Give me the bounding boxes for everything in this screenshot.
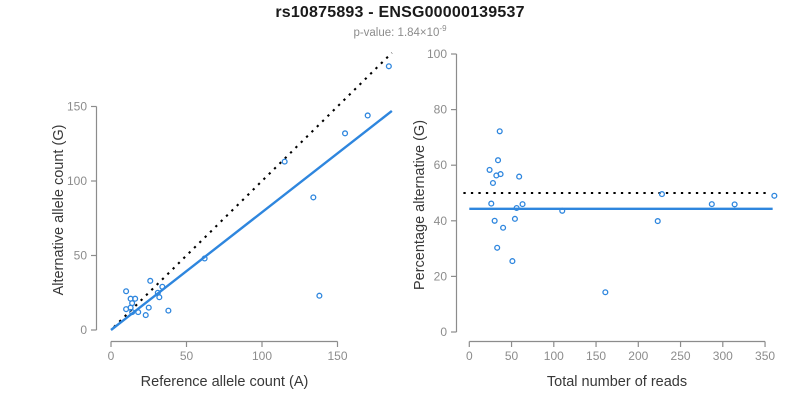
right-data-point — [493, 172, 500, 179]
left-data-point — [385, 63, 392, 70]
right-y-tick-label: 40 — [434, 214, 448, 228]
right-data-point — [519, 201, 526, 208]
right-data-point — [486, 166, 493, 173]
left-data-point — [281, 158, 288, 165]
left-data-point — [135, 309, 142, 316]
right-data-point — [511, 215, 518, 222]
right-data-point — [494, 157, 502, 164]
left-data-point — [132, 295, 139, 302]
right-data-point — [708, 201, 715, 208]
right-x-tick-label: 50 — [505, 349, 519, 363]
right-y-tick-label: 80 — [434, 103, 448, 117]
left-y-axis-title: Alternative allele count (G) — [51, 124, 67, 296]
plot-subtitle: p-value: 1.84×10-9 — [0, 24, 800, 39]
right-data-point — [491, 217, 498, 224]
right-data-point — [488, 200, 495, 207]
right-data-point — [513, 204, 520, 212]
left-x-axis-title: Reference allele count (A) — [140, 374, 309, 390]
left-data-point — [341, 130, 349, 137]
left-x-tick-label: 0 — [108, 349, 115, 363]
right-data-point — [771, 192, 778, 199]
left-data-point — [310, 194, 317, 201]
plot-title: rs10875893 - ENSG00000139537 — [275, 4, 525, 21]
right-y-tick-label: 100 — [427, 47, 447, 61]
right-data-point — [654, 218, 661, 225]
right-data-point — [496, 128, 503, 135]
right-data-point — [516, 173, 523, 180]
right-x-tick-label: 350 — [755, 349, 775, 363]
right-y-tick-label: 60 — [434, 158, 448, 172]
right-data-point — [658, 191, 666, 198]
left-x-tick-label: 100 — [252, 349, 272, 363]
fit-line — [110, 110, 393, 331]
left-data-point — [165, 307, 172, 314]
right-x-tick-label: 100 — [544, 349, 564, 363]
left-data-point — [201, 255, 208, 262]
left-data-point — [147, 277, 154, 284]
left-y-tick-label: 50 — [74, 249, 88, 263]
right-data-point — [602, 289, 609, 296]
p-value-exponent: -9 — [439, 24, 447, 33]
right-data-point — [731, 201, 738, 208]
left-y-tick-label: 100 — [67, 174, 87, 188]
right-x-tick-label: 250 — [671, 349, 691, 363]
left-data-point — [145, 304, 152, 311]
identity-line — [113, 52, 393, 328]
left-x-tick-label: 150 — [327, 349, 347, 363]
left-data-point — [316, 292, 323, 299]
right-data-point — [500, 224, 507, 231]
right-data-point — [559, 207, 566, 214]
right-data-point — [494, 244, 501, 251]
left-data-point — [129, 309, 136, 316]
right-x-tick-label: 300 — [713, 349, 733, 363]
right-x-axis-title: Total number of reads — [546, 374, 688, 390]
left-data-point — [156, 294, 163, 301]
left-y-tick-label: 0 — [80, 323, 87, 337]
left-data-point — [142, 312, 149, 319]
left-data-point — [364, 112, 371, 119]
left-data-point — [123, 288, 130, 295]
right-x-tick-label: 150 — [586, 349, 606, 363]
left-x-tick-label: 50 — [180, 349, 194, 363]
right-data-point — [489, 179, 497, 187]
right-y-tick-label: 20 — [434, 269, 448, 283]
p-value-label: p-value: — [353, 26, 398, 39]
right-data-point — [509, 258, 516, 265]
p-value-base: 1.84×10 — [397, 26, 440, 39]
right-y-tick-label: 0 — [440, 325, 447, 339]
right-x-tick-label: 200 — [628, 349, 648, 363]
left-data-point — [159, 283, 166, 290]
left-y-tick-label: 150 — [67, 100, 87, 114]
right-y-axis-title: Percentage alternative (G) — [412, 119, 428, 291]
right-x-tick-label: 0 — [466, 349, 473, 363]
